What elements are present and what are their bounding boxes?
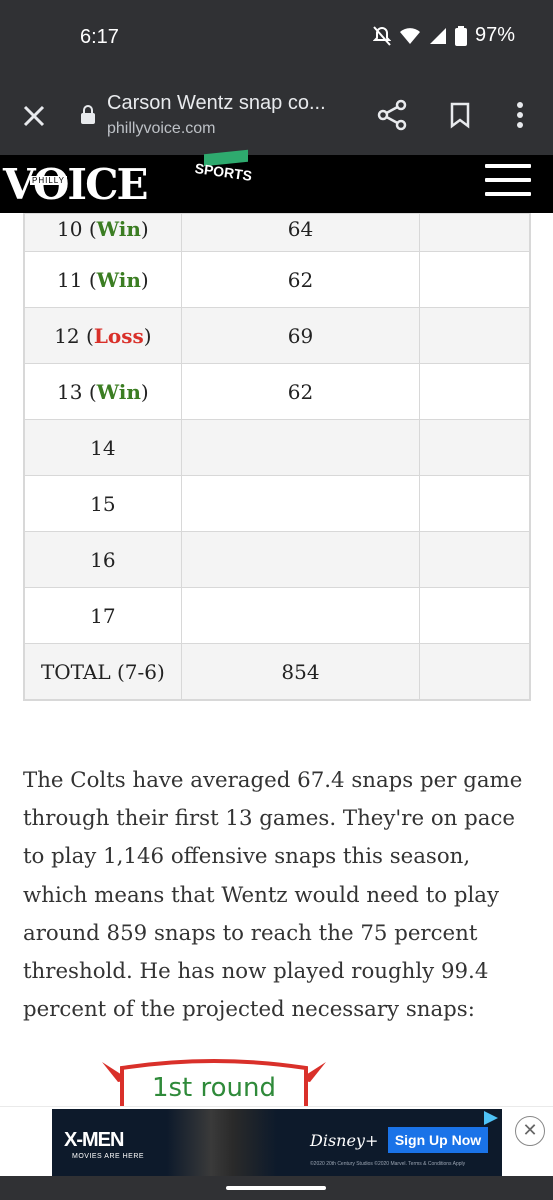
menu-icon[interactable] <box>485 164 531 200</box>
share-icon[interactable] <box>375 98 409 132</box>
snaps-cell <box>180 419 421 476</box>
empty-cell <box>419 363 530 420</box>
ad-legal-text: ©2020 20th Century Studios ©2020 Marvel.… <box>310 1161 466 1167</box>
empty-cell <box>419 643 530 700</box>
navigation-bar <box>0 1176 553 1200</box>
article-paragraph: The Colts have averaged 67.4 snaps per g… <box>23 768 523 1023</box>
table-row: 11 (Win) 62 <box>24 251 530 308</box>
page-url[interactable]: phillyvoice.com <box>107 120 216 137</box>
status-bar: 6:17 97% <box>0 0 553 80</box>
snaps-cell <box>180 475 421 532</box>
week-cell: 17 <box>24 587 182 644</box>
ad-banner[interactable]: X-MEN MOVIES ARE HERE Disney+ Sign Up No… <box>52 1109 502 1177</box>
week-cell: 12 (Loss) <box>24 307 182 364</box>
gesture-handle[interactable] <box>226 1186 326 1190</box>
table-row: 16 <box>24 531 530 588</box>
week-cell: 15 <box>24 475 182 532</box>
week-cell: 13 (Win) <box>24 363 182 420</box>
table-row: 15 <box>24 475 530 532</box>
ad-signup-button[interactable]: Sign Up Now <box>388 1127 488 1153</box>
site-logo[interactable]: VOICE <box>3 160 149 209</box>
week-cell: 11 (Win) <box>24 251 182 308</box>
signal-icon <box>429 27 446 44</box>
ad-close-button[interactable]: ✕ <box>515 1116 545 1146</box>
status-icons: 97% <box>372 24 515 47</box>
empty-cell <box>419 419 530 476</box>
battery-percent: 97% <box>474 24 515 46</box>
total-row: TOTAL (7-6) 854 <box>24 643 530 700</box>
battery-icon <box>454 25 467 46</box>
snaps-cell: 62 <box>180 251 421 308</box>
lock-icon <box>81 105 95 124</box>
close-icon[interactable] <box>20 102 48 130</box>
badge-text: 1st round <box>152 1073 276 1103</box>
ad-service: Disney+ <box>310 1131 379 1150</box>
ad-brand: X-MEN <box>64 1129 124 1151</box>
ad-tagline: MOVIES ARE HERE <box>72 1153 145 1160</box>
site-logo-small: PHILLY <box>30 176 67 185</box>
bell-off-icon <box>372 25 391 46</box>
page-title[interactable]: Carson Wentz snap co... <box>107 92 326 114</box>
total-snaps: 854 <box>180 643 421 700</box>
week-cell: 10 (Win) <box>24 213 182 252</box>
more-options-icon[interactable] <box>503 98 537 132</box>
snaps-cell <box>180 587 421 644</box>
first-round-badge: 1st round <box>102 1059 326 1108</box>
table-row: 14 <box>24 419 530 476</box>
table-row: 13 (Win) 62 <box>24 363 530 420</box>
empty-cell <box>419 307 530 364</box>
empty-cell <box>419 531 530 588</box>
week-cell: 16 <box>24 531 182 588</box>
snaps-cell <box>180 531 421 588</box>
table-row: 12 (Loss) 69 <box>24 307 530 364</box>
table-row: 17 <box>24 587 530 644</box>
site-header <box>0 155 553 213</box>
empty-cell <box>419 475 530 532</box>
total-label: TOTAL (7-6) <box>24 643 182 700</box>
ad-figure-image <box>167 1109 277 1177</box>
browser-toolbar: Carson Wentz snap co... phillyvoice.com <box>0 80 553 155</box>
wifi-icon <box>399 27 420 44</box>
bookmark-icon[interactable] <box>443 98 477 132</box>
snaps-cell: 62 <box>180 363 421 420</box>
empty-cell <box>419 213 530 252</box>
empty-cell <box>419 251 530 308</box>
snaps-cell: 64 <box>180 213 421 252</box>
snap-count-table: 10 (Win) 64 11 (Win) 62 12 (Loss) 69 13 … <box>23 213 531 701</box>
snaps-cell: 69 <box>180 307 421 364</box>
status-time: 6:17 <box>80 26 119 48</box>
empty-cell <box>419 587 530 644</box>
week-cell: 14 <box>24 419 182 476</box>
adchoices-icon[interactable] <box>484 1111 498 1125</box>
table-row: 10 (Win) 64 <box>24 213 530 252</box>
